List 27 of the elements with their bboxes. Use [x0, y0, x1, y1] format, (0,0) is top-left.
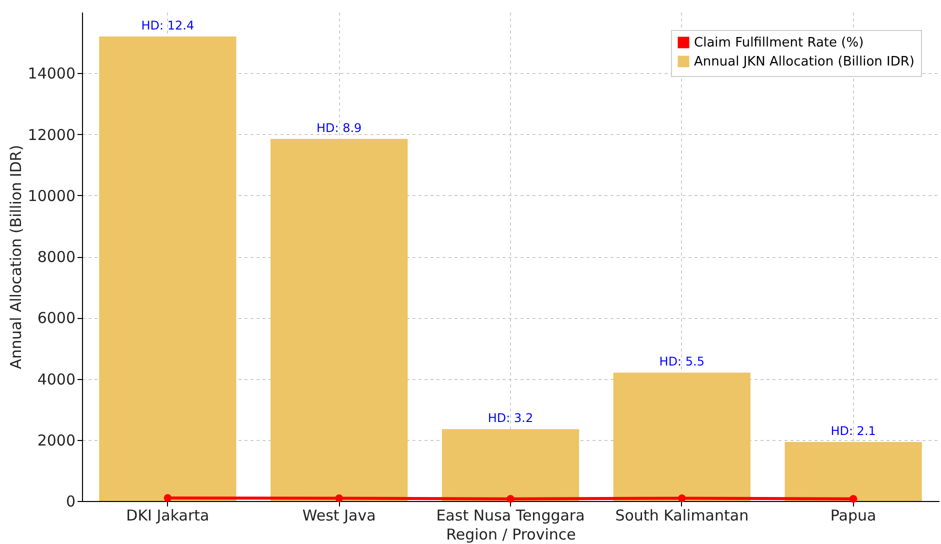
annotation: HD: 12.4 [141, 18, 194, 32]
bar [99, 36, 236, 501]
y-tick-label: 6000 [37, 309, 76, 328]
x-tick-label: Papua [830, 506, 876, 524]
bar [784, 442, 922, 501]
y-tick-label: 0 [66, 492, 76, 510]
x-tick-label: East Nusa Tenggara [436, 506, 585, 524]
x-tick-label: DKI Jakarta [126, 506, 210, 524]
y-tick-label: 2000 [37, 431, 76, 450]
y-tick-label: 12000 [28, 126, 76, 144]
y-tick-label: 4000 [37, 370, 76, 388]
bar [442, 429, 580, 501]
annotation: HD: 5.5 [659, 354, 705, 369]
annotation: HD: 2.1 [830, 424, 876, 438]
y-axis-title: Annual Allocation (Billion IDR) [6, 144, 25, 370]
bar [270, 138, 408, 501]
annotation: HD: 3.2 [488, 411, 534, 426]
y-tick-label: 10000 [28, 186, 76, 205]
y-tick-label: 14000 [28, 64, 76, 83]
y-tick-label: 8000 [37, 248, 76, 266]
x-tick-label: South Kalimantan [615, 506, 749, 524]
legend-label: Annual JKN Allocation (Billion IDR) [694, 54, 914, 70]
x-tick-label: West Java [302, 506, 376, 524]
annotation: HD: 8.9 [316, 120, 362, 135]
x-axis-title: Region / Province [446, 526, 576, 544]
bar [613, 372, 750, 501]
legend-label: Claim Fulfillment Rate (%) [694, 36, 864, 50]
